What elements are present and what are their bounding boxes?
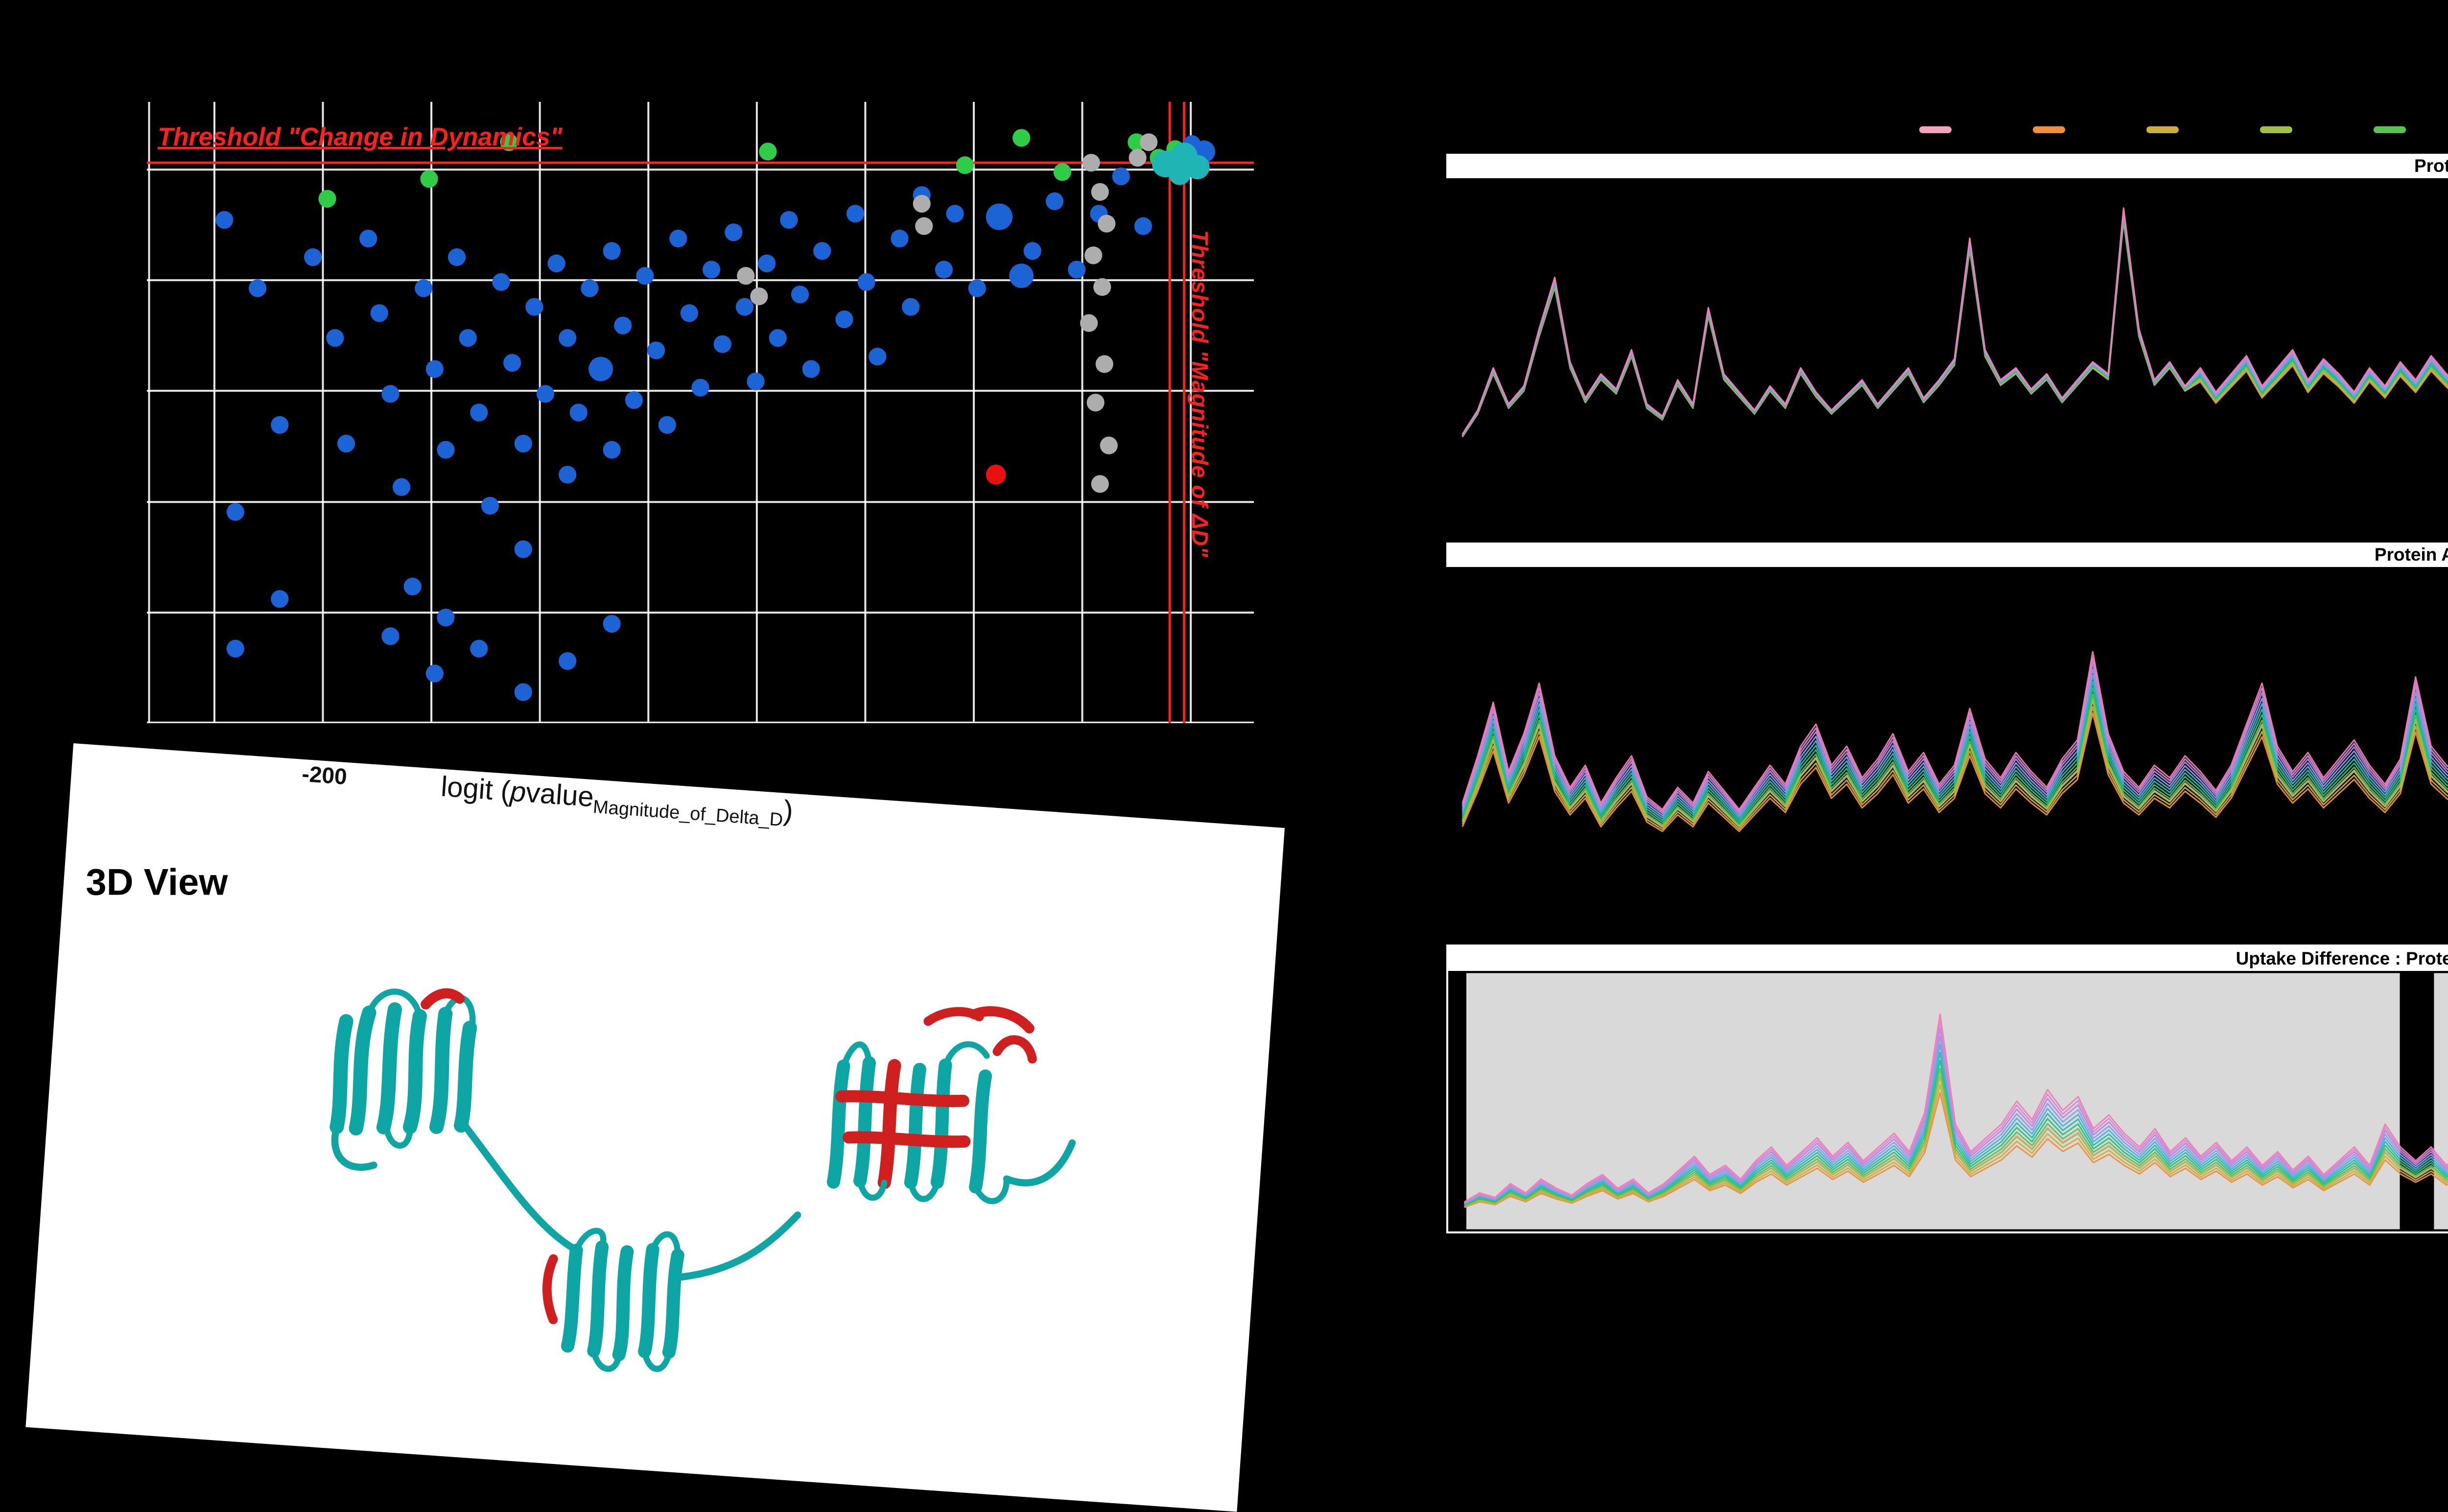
panel-title-protein-a-ligand: Protein A + Ligand xyxy=(1446,543,2448,567)
protein-structure-3d[interactable] xyxy=(192,901,1196,1423)
3d-view-panel[interactable]: -200 logit (pvalueMagnitude_of_Delta_D) … xyxy=(25,743,1285,1512)
volcano-x-tick: -200 xyxy=(301,760,348,790)
axis-label-value: value xyxy=(525,776,595,813)
legend-swatch-2[interactable] xyxy=(2146,126,2179,133)
legend-swatch-1[interactable] xyxy=(2033,126,2065,133)
panel-title-uptake-difference: Uptake Difference : Protein A - (Protein… xyxy=(1448,946,2448,971)
dashboard: Threshold "Change in Dynamics" Threshold… xyxy=(25,0,2448,1512)
uptake-difference-chart[interactable] xyxy=(1448,971,2448,1231)
uptake-chart-protein-a-ligand[interactable] xyxy=(1446,568,2448,926)
panel-title-protein-a: Protein A xyxy=(1446,154,2448,178)
axis-label-p: p xyxy=(509,775,527,808)
uptake-chart-protein-a[interactable] xyxy=(1446,179,2448,522)
axis-label-subscript: Magnitude_of_Delta_D xyxy=(592,796,784,831)
threshold-magnitude-label: Threshold "Magnitude of ΔD" xyxy=(1187,230,1213,558)
3d-view-title: 3D View xyxy=(86,861,228,903)
threshold-change-in-dynamics-label: Threshold "Change in Dynamics" xyxy=(158,123,563,151)
legend-swatch-3[interactable] xyxy=(2260,126,2292,133)
timepoint-legend xyxy=(1919,126,2448,133)
legend-swatch-0[interactable] xyxy=(1919,126,1952,133)
uptake-difference-panel: Uptake Difference : Protein A - (Protein… xyxy=(1446,945,2448,1233)
volcano-x-axis-label: logit (pvalueMagnitude_of_Delta_D) xyxy=(440,770,794,832)
legend-swatch-4[interactable] xyxy=(2374,126,2406,133)
axis-label-suffix: ) xyxy=(782,794,794,827)
axis-label-prefix: logit ( xyxy=(440,770,512,807)
volcano-scatter-plot[interactable] xyxy=(147,102,1254,723)
